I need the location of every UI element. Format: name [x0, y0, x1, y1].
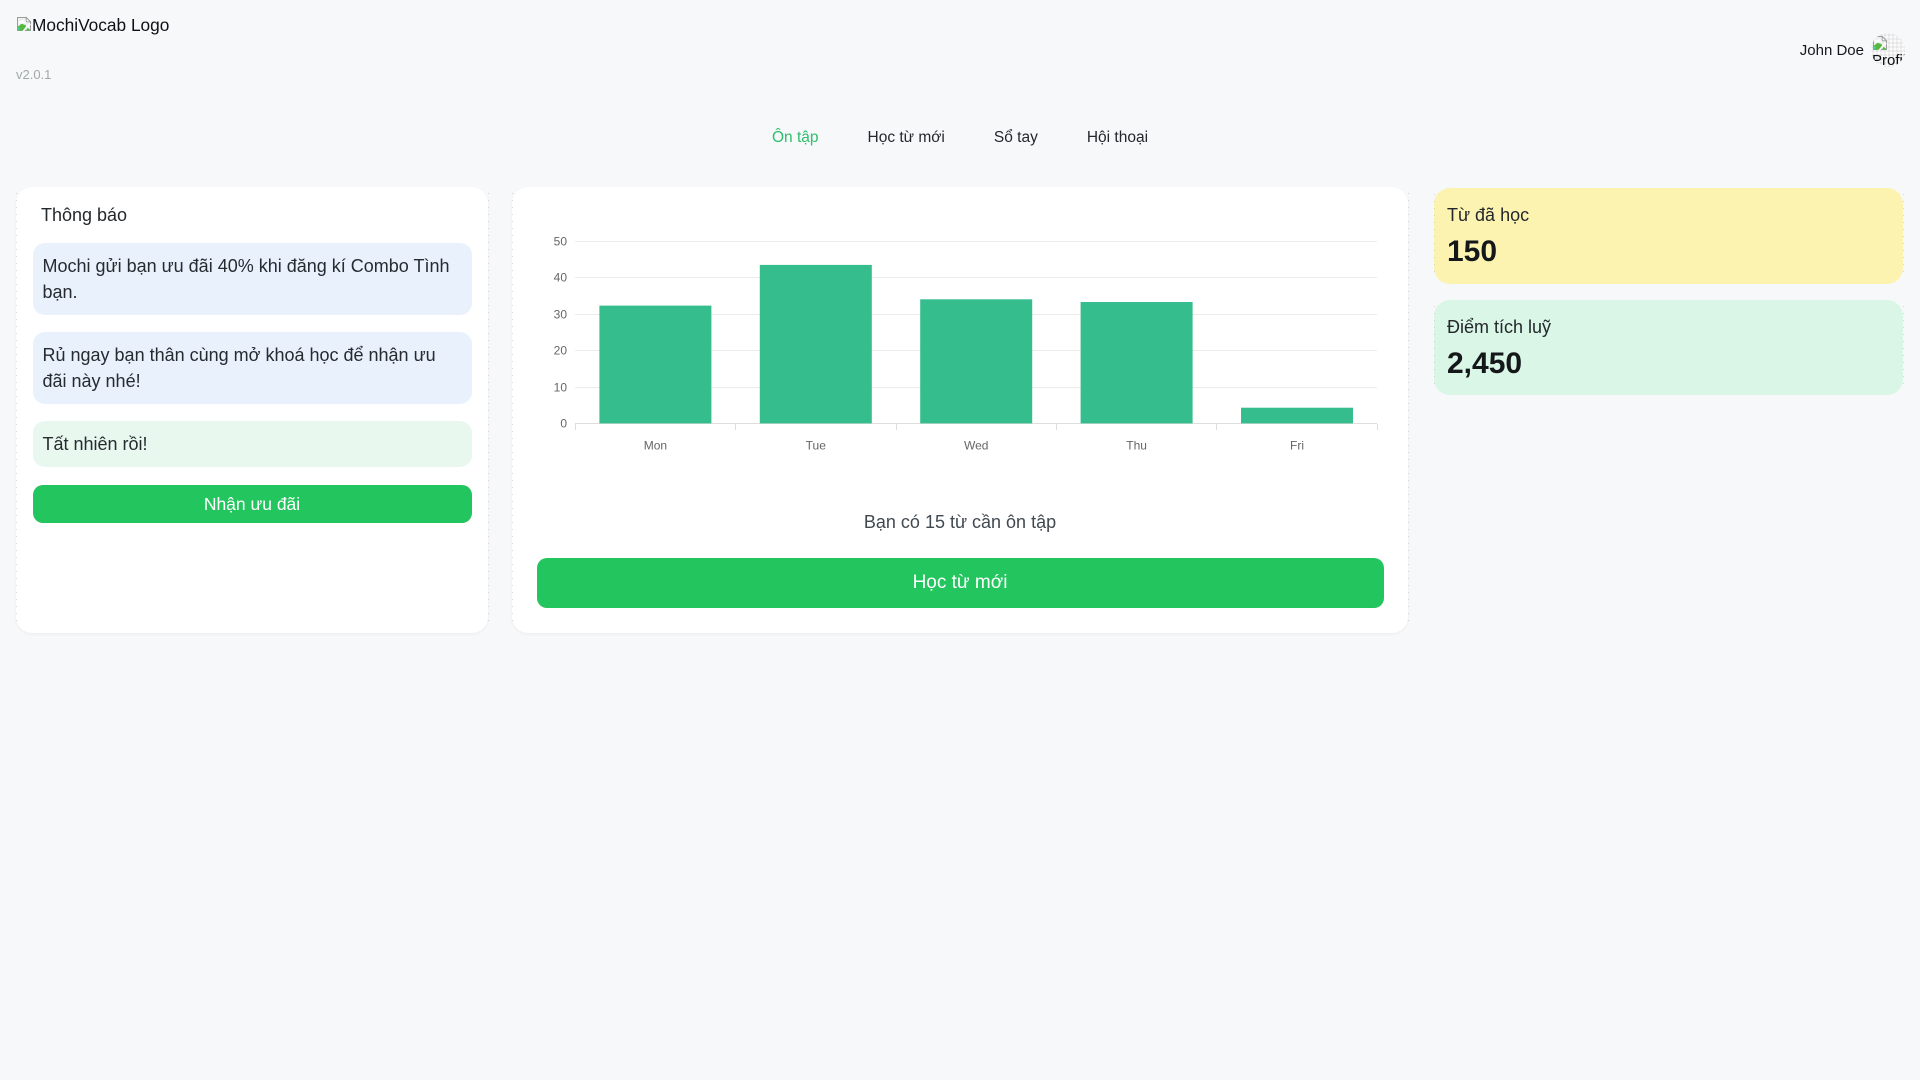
svg-text:10: 10: [554, 381, 568, 395]
svg-text:Tue: Tue: [806, 439, 827, 453]
svg-text:30: 30: [554, 308, 568, 322]
svg-text:Mon: Mon: [644, 439, 667, 453]
svg-text:Wed: Wed: [964, 439, 988, 453]
svg-text:50: 50: [554, 235, 568, 249]
svg-text:Fri: Fri: [1290, 439, 1304, 453]
svg-text:20: 20: [554, 344, 568, 358]
svg-text:40: 40: [554, 271, 568, 285]
svg-text:Thu: Thu: [1126, 439, 1147, 453]
svg-text:0: 0: [560, 417, 567, 431]
